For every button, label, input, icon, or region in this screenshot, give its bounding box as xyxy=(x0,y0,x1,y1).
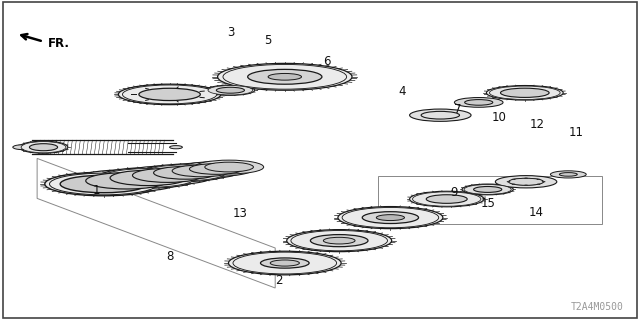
Ellipse shape xyxy=(268,74,301,80)
Ellipse shape xyxy=(154,166,218,179)
Ellipse shape xyxy=(260,258,309,268)
Ellipse shape xyxy=(206,85,255,95)
Ellipse shape xyxy=(270,260,300,266)
Ellipse shape xyxy=(287,230,392,252)
Ellipse shape xyxy=(495,176,557,188)
Ellipse shape xyxy=(205,162,253,172)
Ellipse shape xyxy=(509,179,543,185)
Text: 9: 9 xyxy=(451,186,458,198)
Text: 11: 11 xyxy=(568,126,584,139)
Ellipse shape xyxy=(410,191,484,207)
Text: 8: 8 xyxy=(166,250,173,262)
Text: 10: 10 xyxy=(492,111,507,124)
Text: 7: 7 xyxy=(454,103,462,116)
Text: 15: 15 xyxy=(480,197,495,210)
Ellipse shape xyxy=(462,184,513,195)
Ellipse shape xyxy=(29,144,58,151)
Text: T2A4M0500: T2A4M0500 xyxy=(571,302,624,312)
Ellipse shape xyxy=(223,64,347,89)
Ellipse shape xyxy=(512,179,515,180)
Ellipse shape xyxy=(310,235,368,247)
Ellipse shape xyxy=(413,192,481,206)
Ellipse shape xyxy=(132,168,203,182)
Ellipse shape xyxy=(342,207,438,228)
Ellipse shape xyxy=(486,85,563,100)
Ellipse shape xyxy=(13,145,32,150)
Ellipse shape xyxy=(507,181,510,182)
Ellipse shape xyxy=(490,86,560,100)
Ellipse shape xyxy=(362,212,419,223)
Text: 1: 1 xyxy=(92,184,100,197)
Ellipse shape xyxy=(426,195,467,203)
Ellipse shape xyxy=(525,178,527,179)
Ellipse shape xyxy=(19,141,68,153)
Text: 13: 13 xyxy=(232,207,248,220)
Ellipse shape xyxy=(179,162,253,176)
Ellipse shape xyxy=(218,63,352,90)
Text: 12: 12 xyxy=(530,118,545,131)
Ellipse shape xyxy=(410,109,471,121)
Ellipse shape xyxy=(21,142,66,153)
Ellipse shape xyxy=(233,252,337,274)
Ellipse shape xyxy=(101,169,196,187)
Ellipse shape xyxy=(291,230,387,251)
Ellipse shape xyxy=(172,165,231,177)
Text: FR.: FR. xyxy=(48,37,70,50)
Ellipse shape xyxy=(376,215,404,220)
Ellipse shape xyxy=(97,168,200,188)
Text: 4: 4 xyxy=(398,85,406,98)
Text: 2: 2 xyxy=(275,274,282,286)
Ellipse shape xyxy=(525,185,527,186)
Ellipse shape xyxy=(465,100,493,105)
Ellipse shape xyxy=(86,172,168,189)
Ellipse shape xyxy=(110,170,187,186)
Ellipse shape xyxy=(474,187,502,192)
Ellipse shape xyxy=(162,163,241,179)
Ellipse shape xyxy=(60,175,147,193)
Text: 5: 5 xyxy=(264,34,271,46)
Text: 6: 6 xyxy=(323,55,330,68)
Ellipse shape xyxy=(72,170,182,192)
Ellipse shape xyxy=(170,146,182,149)
Ellipse shape xyxy=(542,181,545,182)
Ellipse shape xyxy=(122,85,217,104)
Ellipse shape xyxy=(454,98,503,107)
Ellipse shape xyxy=(228,251,341,275)
Ellipse shape xyxy=(208,85,253,95)
Ellipse shape xyxy=(500,88,549,97)
Text: 3: 3 xyxy=(227,26,234,38)
Ellipse shape xyxy=(216,87,244,93)
Ellipse shape xyxy=(550,171,586,178)
Text: 14: 14 xyxy=(529,206,544,219)
Ellipse shape xyxy=(559,172,577,176)
Ellipse shape xyxy=(139,88,200,100)
Ellipse shape xyxy=(537,184,540,185)
Ellipse shape xyxy=(464,185,511,194)
Ellipse shape xyxy=(195,160,264,174)
Ellipse shape xyxy=(323,237,355,244)
Ellipse shape xyxy=(338,207,443,228)
Ellipse shape xyxy=(512,184,515,185)
Ellipse shape xyxy=(248,69,322,84)
Ellipse shape xyxy=(120,166,215,185)
Ellipse shape xyxy=(49,173,158,195)
Ellipse shape xyxy=(145,165,226,181)
Ellipse shape xyxy=(45,172,163,196)
Ellipse shape xyxy=(189,164,243,174)
Ellipse shape xyxy=(118,84,221,105)
Ellipse shape xyxy=(509,178,543,185)
Ellipse shape xyxy=(537,179,540,180)
Ellipse shape xyxy=(142,164,229,181)
